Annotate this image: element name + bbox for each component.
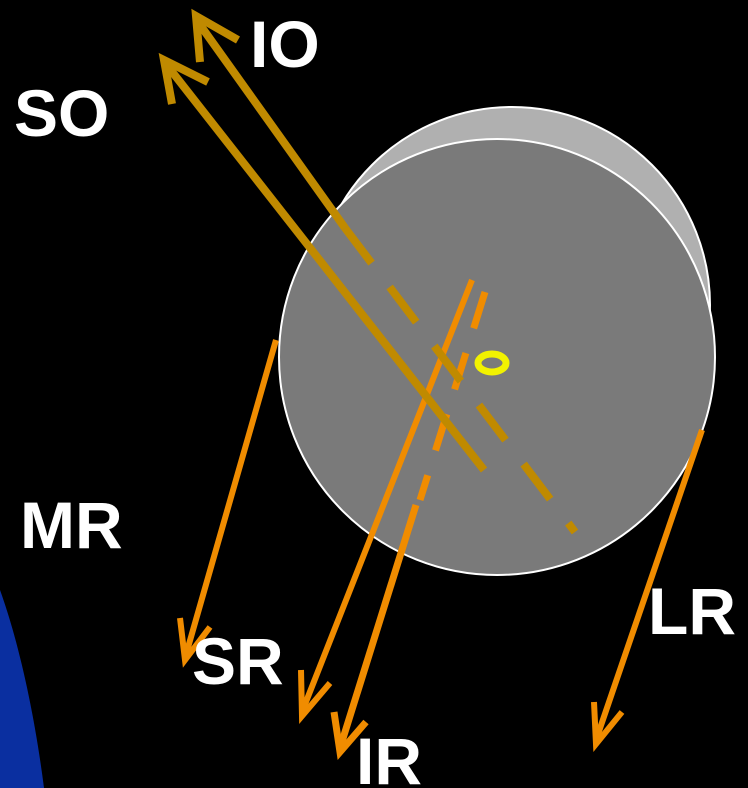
blue-background-region (0, 590, 44, 788)
medial-rectus-arrow (177, 339, 279, 668)
inferior-oblique-arrow (191, 8, 579, 535)
optic-nerve-marker (474, 350, 510, 376)
label-so: SO (14, 76, 109, 150)
lateral-rectus-arrow (591, 429, 705, 752)
superior-oblique-arrow (158, 52, 488, 473)
label-mr: MR (20, 488, 123, 562)
label-ir: IR (356, 724, 422, 788)
label-lr: LR (648, 574, 736, 648)
label-sr: SR (192, 624, 284, 698)
label-io: IO (250, 7, 320, 81)
inferior-rectus-arrow (330, 290, 489, 761)
